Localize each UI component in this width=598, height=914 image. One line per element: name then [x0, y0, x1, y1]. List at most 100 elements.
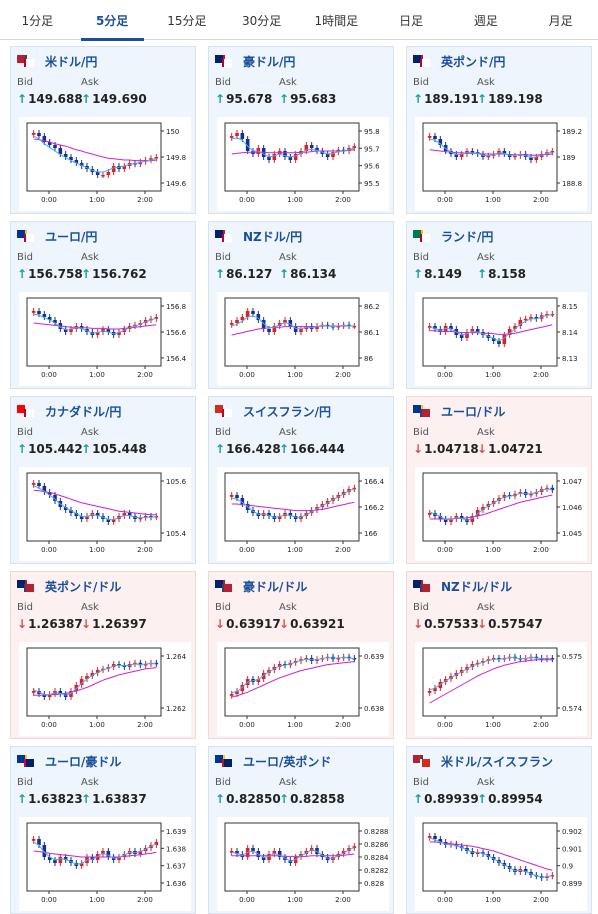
pair-name[interactable]: ユーロ/円: [45, 229, 98, 244]
ask-value: ↑ 95.683: [279, 92, 336, 106]
tab-4[interactable]: 1時間足: [314, 13, 359, 28]
arrow-up-icon: ↑: [215, 267, 226, 281]
pair-name[interactable]: 英ポンド/ドル: [45, 579, 122, 594]
ma-long-line: [231, 501, 355, 512]
candle-body: [299, 329, 303, 332]
price-chart[interactable]: 189.2 189 188.8 0:00 1:00 2:00: [415, 117, 587, 211]
candle-body: [95, 172, 100, 175]
x-tick-label: 1:00: [89, 371, 105, 379]
price-chart[interactable]: 1.047 1.046 1.045 0:00 1:00 2:00: [415, 467, 587, 561]
ask-value: ↑ 189.198: [477, 92, 543, 106]
rate-card[interactable]: 英ポンド/ドル Bid Ask ↓ 1.26387 ↓ 1.26397 1.26…: [10, 571, 196, 739]
y-tick-label: 0.8288: [364, 828, 389, 836]
price-chart[interactable]: 86.2 86.1 86 0:00 1:00 2:00: [217, 292, 389, 386]
price-chart[interactable]: 0.8288 0.8286 0.8284 0.8282 0.828 0:00 1:00 2:0…: [217, 817, 389, 911]
arrow-up-icon: ↑: [279, 267, 290, 281]
tab-0[interactable]: 1分足: [21, 13, 54, 28]
candle-body: [427, 691, 432, 693]
rate-card[interactable]: 米ドル/円 Bid Ask ↑ 149.688 ↑ 149.690 150 149…: [10, 46, 196, 214]
rate-card[interactable]: カナダドル/円 Bid Ask ↑ 105.442 ↑ 105.448 105.…: [10, 396, 196, 564]
price-chart[interactable]: 8.15 8.14 8.13 0:00 1:00 2:00: [415, 292, 587, 386]
candle-body: [475, 852, 480, 854]
price-chart[interactable]: 150 149.8 149.6 0:00 1:00 2:00: [19, 117, 191, 211]
pair-name[interactable]: スイスフラン/円: [243, 404, 332, 419]
rate-card[interactable]: NZドル/円 Bid Ask ↑ 86.127 ↑ 86.134 86.2 86.…: [208, 221, 394, 389]
pair-name[interactable]: NZドル/ドル: [441, 579, 513, 594]
candle-body: [261, 320, 266, 329]
x-tick-label: 2:00: [137, 896, 153, 904]
ma-short-line: [231, 315, 355, 330]
x-tick-label: 0:00: [239, 371, 255, 379]
rate-card[interactable]: 豪ドル/円 Bid Ask ↑ 95.678 ↑ 95.683 95.8 95.7…: [208, 46, 394, 214]
tab-5[interactable]: 日足: [399, 13, 424, 28]
rate-card[interactable]: 米ドル/スイスフラン Bid Ask ↑ 0.89939 ↑ 0.89954 0…: [406, 746, 592, 914]
pair-name[interactable]: ユーロ/豪ドル: [45, 754, 122, 769]
price-chart[interactable]: 95.8 95.7 95.6 95.5 0:00 1:00 2:00: [217, 117, 389, 211]
candle-body: [256, 314, 261, 320]
tab-1[interactable]: 5分足: [75, 0, 150, 41]
price-chart[interactable]: 0.902 0.901 0.9 0.899 0:00 1:00 2:00: [415, 817, 587, 911]
candle-body: [58, 691, 63, 694]
rate-card[interactable]: スイスフラン/円 Bid Ask ↑ 166.428 ↑ 166.444 166…: [208, 396, 394, 564]
pair-name[interactable]: カナダドル/円: [45, 404, 122, 419]
bid-label: Bid: [413, 777, 429, 788]
rate-card[interactable]: ランド/円 Bid Ask ↑ 8.149 ↑ 8.158 8.15 8.14 8.…: [406, 221, 592, 389]
ma-short-line: [33, 485, 157, 521]
bid-value: ↑ 8.149: [413, 267, 462, 281]
candle-body: [235, 851, 239, 854]
plot-frame: [26, 472, 162, 542]
pair-name[interactable]: NZドル/円: [243, 229, 303, 244]
candle-body: [325, 154, 330, 157]
rate-card[interactable]: NZドル/ドル Bid Ask ↓ 0.57533 ↓ 0.57547 0.57…: [406, 571, 592, 739]
tab-7[interactable]: 月足: [548, 13, 573, 28]
candle-body: [267, 329, 271, 332]
candle-body: [256, 679, 261, 682]
candle-body: [534, 157, 539, 160]
candle-body: [352, 487, 357, 490]
candle-body: [58, 148, 63, 154]
bid-number: 105.442: [28, 442, 83, 456]
candle-body: [106, 172, 111, 175]
candle-body: [513, 155, 517, 158]
price-chart[interactable]: 1.264 1.262 0:00 1:00 2:00: [19, 642, 191, 736]
x-tick-label: 1:00: [287, 371, 303, 379]
y-tick-label: 0.8282: [364, 867, 389, 875]
pair-name[interactable]: 豪ドル/円: [243, 54, 296, 69]
price-chart[interactable]: 1.639 1.638 1.637 1.636 0:00 1:00 2:00: [19, 817, 191, 911]
rate-card[interactable]: 英ポンド/円 Bid Ask ↑ 189.191 ↑ 189.198 189.2…: [406, 46, 592, 214]
pair-name[interactable]: 豪ドル/ドル: [243, 579, 308, 594]
tab-3[interactable]: 30分足: [241, 13, 282, 28]
rate-card[interactable]: ユーロ/豪ドル Bid Ask ↑ 1.63823 ↑ 1.63837 1.63…: [10, 746, 196, 914]
bid-value: ↑ 149.688: [17, 92, 83, 106]
tab-6[interactable]: 週足: [473, 13, 498, 28]
candle-body: [443, 519, 448, 522]
pair-name[interactable]: 英ポンド/円: [441, 54, 506, 69]
price-chart[interactable]: 0.575 0.574 0:00 1:00 2:00: [415, 642, 587, 736]
arrow-up-icon: ↑: [17, 267, 28, 281]
ma-long-line: [33, 667, 157, 696]
ask-label: Ask: [279, 427, 297, 438]
ma-short-line: [429, 314, 553, 342]
pair-name[interactable]: ユーロ/ドル: [441, 404, 506, 419]
pair-name[interactable]: 米ドル/円: [45, 54, 98, 69]
rate-card[interactable]: ユーロ/英ポンド Bid Ask ↑ 0.82850 ↑ 0.82858 0.8…: [208, 746, 394, 914]
arrow-up-icon: ↑: [279, 442, 290, 456]
candle-body: [449, 326, 453, 329]
price-chart[interactable]: 156.8 156.6 156.4 0:00 1:00 2:00: [19, 292, 191, 386]
pair-name[interactable]: 米ドル/スイスフラン: [441, 754, 554, 769]
pair-name[interactable]: ユーロ/英ポンド: [243, 754, 332, 769]
rate-card[interactable]: 豪ドル/ドル Bid Ask ↓ 0.63917 ↓ 0.63921 0.639…: [208, 571, 394, 739]
arrow-up-icon: ↑: [477, 92, 488, 106]
candle-body: [63, 857, 68, 860]
tab-2[interactable]: 15分足: [167, 13, 207, 28]
price-chart[interactable]: 166.4 166.2 166 0:00 1:00 2:00: [217, 467, 389, 561]
rate-card[interactable]: ユーロ/ドル Bid Ask ↓ 1.04718 ↓ 1.04721 1.047…: [406, 396, 592, 564]
pair-name[interactable]: ランド/円: [441, 229, 494, 244]
price-chart[interactable]: 105.6 105.4 0:00 1:00 2:00: [19, 467, 191, 561]
x-tick-label: 2:00: [533, 371, 549, 379]
candle-body: [288, 320, 293, 326]
arrow-up-icon: ↑: [81, 267, 92, 281]
price-chart[interactable]: 0.639 0.638 0:00 1:00 2:00: [217, 642, 389, 736]
y-tick-label: 156.6: [166, 329, 187, 337]
rate-card[interactable]: ユーロ/円 Bid Ask ↑ 156.758 ↑ 156.762 156.8 1…: [10, 221, 196, 389]
